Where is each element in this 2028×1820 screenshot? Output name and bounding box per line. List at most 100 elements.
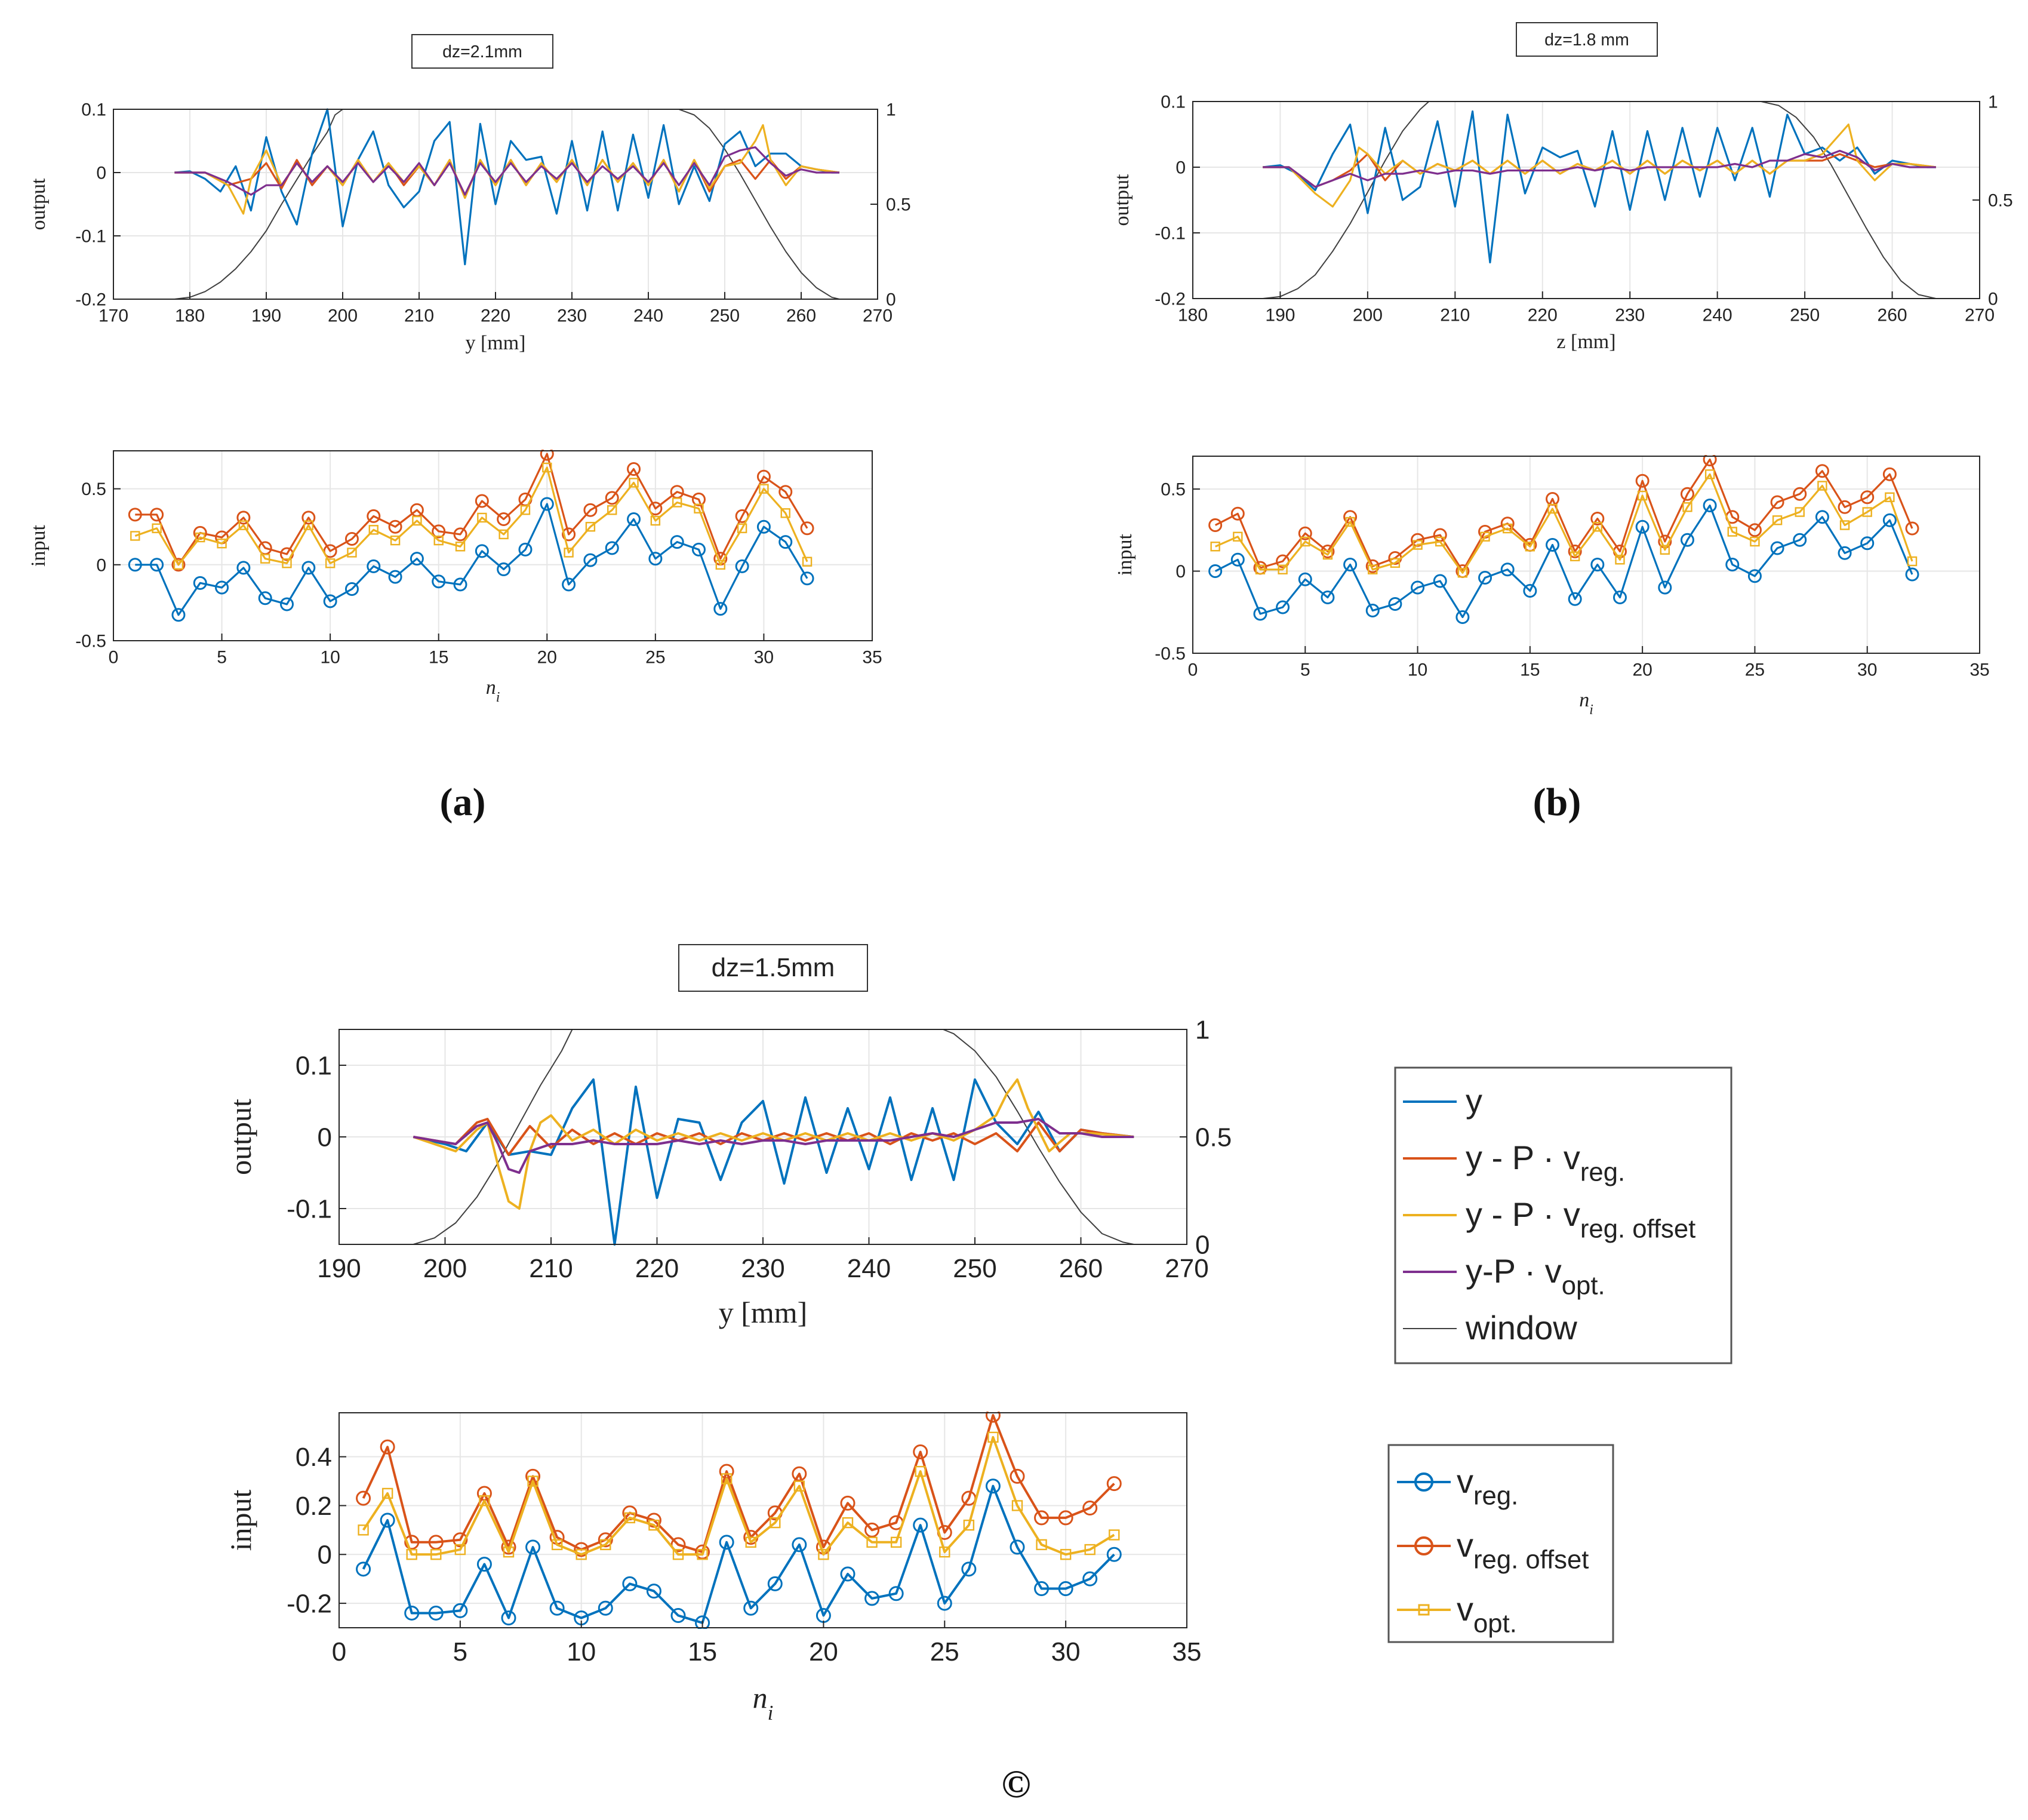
marker-point	[542, 462, 552, 473]
marker-point	[1750, 536, 1760, 547]
y2-tick-label: 1	[1195, 1015, 1210, 1044]
y-tick-label: 0.1	[1161, 93, 1186, 112]
marker-point	[1615, 555, 1625, 565]
y-tick-label: -0.1	[75, 227, 106, 247]
marker-point	[646, 1584, 661, 1599]
legend-label-y: y	[1466, 1082, 1482, 1120]
marker-point	[745, 1536, 756, 1548]
marker-point	[963, 1519, 975, 1531]
marker-point	[1635, 519, 1650, 534]
y-tick-label: 0.1	[296, 1051, 332, 1080]
panel-label-b: (b)	[1533, 780, 1581, 824]
marker-point	[150, 558, 164, 572]
marker-point	[367, 559, 381, 573]
marker-point	[1502, 523, 1513, 534]
marker-point	[1568, 592, 1582, 606]
marker-point	[551, 1539, 563, 1551]
series-line-v_reg	[362, 1484, 1115, 1624]
legend-label-base: v	[1457, 1526, 1473, 1564]
series-line-v_reg_offset	[362, 1414, 1115, 1554]
marker-point	[564, 548, 574, 558]
marker-point	[128, 558, 142, 572]
marker-point	[503, 1546, 515, 1558]
marker-point	[193, 576, 207, 590]
y-tick-labels: -0.5 0 0.5	[75, 479, 121, 651]
legend-label-opt: y-P · vopt.	[1466, 1252, 1605, 1301]
marker-point	[915, 1465, 926, 1477]
series-markers-v_reg	[1208, 499, 1919, 624]
marker-point	[479, 1495, 490, 1507]
marker-point	[497, 512, 511, 526]
x-axis-label: ni	[486, 677, 500, 705]
x-tick-label: 220	[1528, 306, 1558, 325]
marker-point	[1210, 542, 1220, 552]
marker-point	[1500, 562, 1515, 577]
marker-point	[672, 1549, 684, 1560]
y-tick-labels: -0.5 0 0.5	[1155, 480, 1200, 664]
marker-point	[1612, 591, 1627, 604]
legend-label-sub: opt.	[1562, 1271, 1605, 1301]
marker-point	[1036, 1539, 1047, 1551]
marker-point	[1815, 510, 1829, 524]
marker-point	[650, 515, 661, 526]
marker-point	[1882, 467, 1897, 481]
marker-point	[152, 523, 162, 533]
marker-point	[1365, 559, 1380, 573]
marker-point	[1455, 610, 1470, 624]
marker-point	[428, 1535, 444, 1550]
x-tick-labels: 170 180 190 200 210 220 230 240 250 260 270	[99, 292, 893, 326]
series-line-y	[413, 1078, 1134, 1246]
y-tick-label: -0.1	[1155, 224, 1186, 244]
y-tick-label: 0.5	[1161, 480, 1186, 500]
series-layer	[174, 108, 840, 300]
marker-point	[1770, 541, 1784, 555]
marker-point	[549, 1600, 565, 1616]
marker-point	[323, 594, 337, 608]
marker-point	[840, 1495, 855, 1511]
marker-point	[454, 1544, 466, 1555]
x-tick-label: 240	[847, 1254, 891, 1283]
marker-point	[1010, 1468, 1025, 1484]
marker-point	[238, 520, 249, 530]
y-tick-label: -0.2	[287, 1589, 332, 1618]
marker-point	[236, 561, 251, 575]
marker-point	[390, 535, 401, 546]
marker-point	[171, 558, 186, 572]
marker-point	[150, 508, 164, 522]
marker-point	[985, 1412, 1001, 1423]
marker-point	[1793, 487, 1807, 501]
marker-point	[792, 1537, 807, 1552]
axes-box	[113, 450, 873, 641]
x-tick-label: 230	[557, 306, 587, 326]
marker-point	[780, 508, 790, 518]
marker-point	[1815, 464, 1829, 478]
marker-point	[840, 1566, 855, 1582]
marker-point	[888, 1586, 904, 1601]
marker-point	[1637, 490, 1648, 501]
marker-point	[1034, 1581, 1050, 1597]
x-tick-label: 260	[1059, 1254, 1103, 1283]
series-line-opt	[1263, 149, 1936, 188]
x-tick-label: 270	[1965, 306, 1995, 325]
marker-point	[344, 532, 359, 546]
marker-point	[770, 1517, 781, 1529]
marker-point	[1817, 481, 1827, 491]
marker-point	[1568, 545, 1582, 558]
chart-title-box	[678, 944, 868, 992]
marker-point	[1680, 533, 1694, 547]
marker-point	[236, 511, 251, 525]
marker-point	[356, 1561, 371, 1577]
chart-title: dz=1.5mm	[712, 953, 835, 982]
x-tick-label: 210	[1440, 306, 1470, 325]
x-tick-label: 0	[109, 648, 119, 668]
marker-point	[583, 553, 598, 567]
marker-point	[800, 521, 814, 536]
marker-point	[501, 1610, 516, 1626]
x-tick-label: 190	[317, 1254, 361, 1283]
marker-point	[802, 557, 813, 567]
chart-c-output: 190 200 210 220 230 240 250 260 270-0.100.100.51…	[224, 944, 1232, 1329]
marker-point	[767, 1576, 783, 1591]
